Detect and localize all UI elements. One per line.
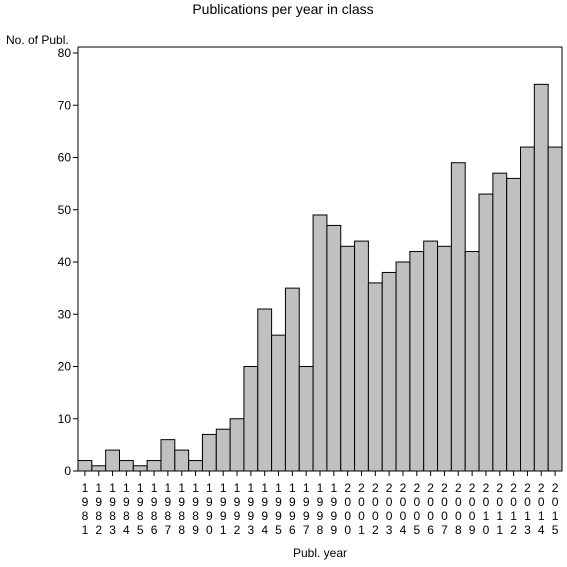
y-axis: 0 10 20 30 40 50 60 70 80: [58, 46, 78, 478]
bar: [312, 214, 328, 472]
chart-title: Publications per year in class: [192, 1, 373, 17]
y-tick-label: 60: [58, 151, 72, 165]
bar: [91, 465, 107, 472]
bar: [160, 439, 176, 472]
x-axis-label: Publ. year: [293, 546, 347, 560]
x-axis: 1 9 8 1 1 9 8 2 1 9 8 3 1 9 8 4 1 9 8 5 1 9 8 6 1 9 8 7 1 9 8 8 1 9 8 9 1 9 9 0…: [82, 471, 559, 537]
bar: [229, 418, 245, 472]
bar: [409, 251, 425, 472]
bar: [326, 224, 342, 472]
bar: [132, 465, 148, 472]
y-tick-label: 50: [58, 203, 72, 217]
bar: [174, 449, 190, 472]
bar: [271, 334, 286, 472]
bar: [188, 460, 203, 472]
bar: [201, 433, 217, 472]
y-axis-label: No. of Publ.: [6, 33, 69, 47]
bar: [215, 428, 231, 472]
bar: [423, 240, 439, 472]
bar: [298, 366, 314, 472]
y-tick-label: 40: [58, 255, 72, 269]
bar: [450, 162, 466, 472]
bar: [284, 287, 300, 472]
bar: [146, 460, 162, 472]
y-tick-label: 10: [58, 412, 72, 426]
bar: [118, 460, 134, 472]
bar: [354, 240, 369, 472]
bar: [381, 271, 397, 472]
bar: [506, 177, 522, 472]
y-tick-label: 80: [58, 46, 72, 60]
bar: [464, 251, 480, 472]
bar: [492, 172, 508, 472]
y-tick-label: 0: [64, 464, 71, 478]
y-tick-label: 30: [58, 307, 72, 321]
bar: [395, 261, 411, 472]
y-tick-label: 20: [58, 360, 72, 374]
bar: [257, 308, 273, 472]
bar: [77, 460, 93, 472]
bar: [105, 449, 120, 472]
bar: [340, 245, 356, 472]
bar: [478, 193, 494, 472]
bar: [437, 245, 452, 472]
bar: [533, 83, 549, 472]
bar: [520, 146, 535, 472]
bar: [243, 366, 259, 472]
y-tick-label: 70: [58, 98, 72, 112]
bars-group: [77, 83, 563, 472]
bar: [547, 146, 563, 472]
bar: [367, 282, 383, 472]
